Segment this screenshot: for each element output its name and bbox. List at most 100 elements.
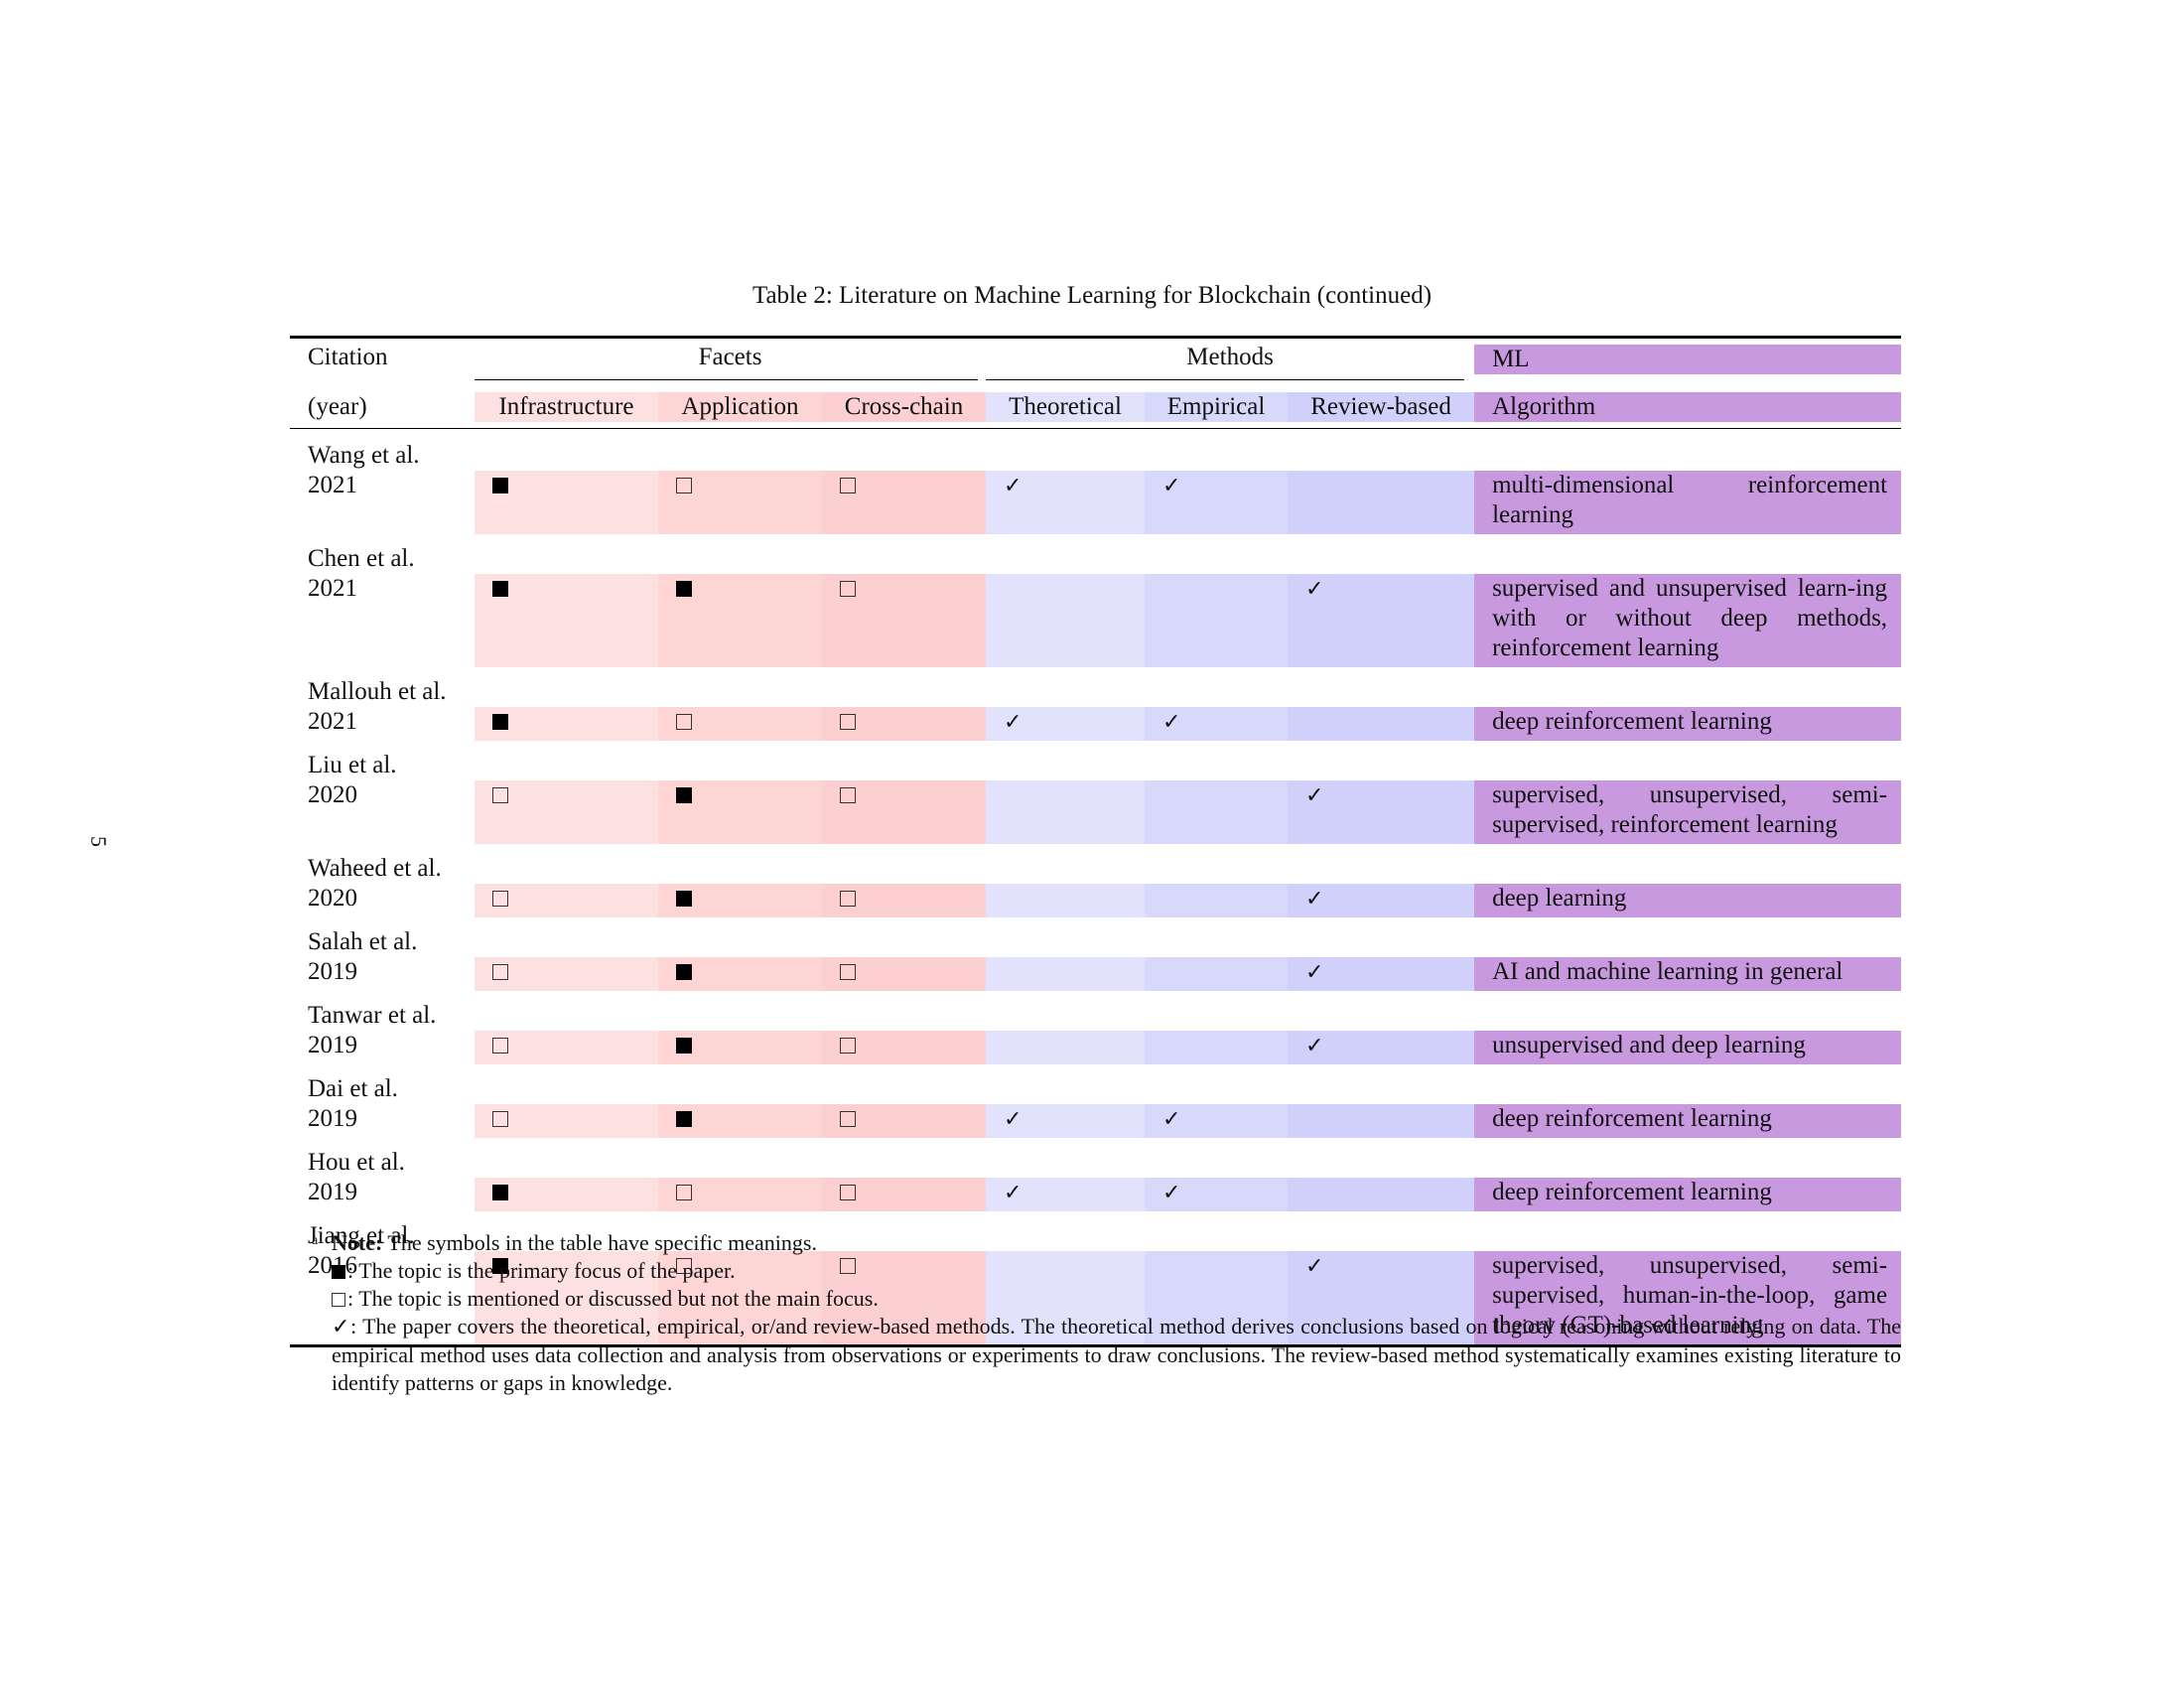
- citation-author: Hou et al.: [308, 1149, 405, 1176]
- cross-chain-cell: [822, 707, 987, 741]
- infrastructure-cell: [475, 1251, 658, 1346]
- header-row-1: Citation Facets Methods ML: [290, 337, 1902, 381]
- ml-header-cell: ML: [1474, 338, 1902, 381]
- citation-name-row: Wang et al.: [290, 431, 1901, 471]
- table-row: 2016✓supervised, unsupervised, semi-supe…: [290, 1251, 1902, 1346]
- filled-square-icon: [676, 581, 692, 597]
- citation-name-row: Tanwar et al.: [290, 991, 1901, 1031]
- table-row: 2019 ✓ AI and machine learning in general: [290, 957, 1902, 991]
- filled-square-icon: [492, 714, 508, 730]
- note-check-text: : The paper covers the theoretical, empi…: [332, 1314, 1901, 1395]
- infrastructure-cell: [475, 780, 658, 844]
- table-row: 2019 ✓ unsupervised and deep learning: [290, 1031, 1902, 1064]
- note-check: ✓: The paper covers the theoretical, emp…: [308, 1313, 1901, 1397]
- citation-author: Jiang et al.: [308, 1222, 415, 1249]
- theoretical-cell: [986, 574, 1146, 667]
- review-based-cell: ✓: [1288, 884, 1475, 917]
- table-row: 2021 ✓ supervised and unsupervised learn-i…: [290, 574, 1902, 667]
- application-cell: [658, 707, 822, 741]
- ml-header: ML: [1474, 345, 1902, 374]
- empty-square-icon: [492, 787, 508, 803]
- algorithm-cell: supervised and unsupervised learn-ing wi…: [1474, 574, 1902, 667]
- empty-square-icon: [676, 1258, 692, 1274]
- review-based-header-cell: Review-based: [1288, 380, 1475, 429]
- facets-rule: [475, 379, 979, 380]
- infrastructure-cell: [475, 471, 658, 534]
- infrastructure-cell: [475, 1178, 658, 1211]
- theoretical-header: Theoretical: [986, 392, 1146, 422]
- algorithm-cell: deep reinforcement learning: [1474, 707, 1902, 741]
- checkmark-icon: ✓: [1162, 1181, 1181, 1205]
- empty-square-icon: [840, 714, 856, 730]
- empirical-header-cell: Empirical: [1145, 380, 1289, 429]
- review-based-cell: [1288, 1104, 1475, 1138]
- algorithm-header: Algorithm: [1474, 392, 1902, 422]
- checkmark-icon: ✓: [1004, 1107, 1023, 1132]
- header-row-2: (year) Infrastructure Application Cross-…: [290, 380, 1902, 429]
- citation-author: Chen et al.: [308, 545, 415, 572]
- cross-chain-header: Cross-chain: [822, 392, 987, 422]
- infrastructure-cell: [475, 884, 658, 917]
- empty-square-icon: [840, 891, 856, 907]
- cross-chain-cell: [822, 1178, 987, 1211]
- table-caption: Table 2: Literature on Machine Learning …: [751, 282, 1433, 309]
- checkmark-icon: ✓: [1004, 710, 1023, 735]
- empirical-cell: [1145, 1031, 1289, 1064]
- empty-square-icon: [840, 787, 856, 803]
- filled-square-icon: [676, 891, 692, 907]
- checkmark-icon: ✓: [1004, 1181, 1023, 1205]
- header-rule-row: [290, 428, 1902, 432]
- algorithm-cell: supervised, unsupervised, semi-supervise…: [1474, 780, 1902, 844]
- citation-year: 2021: [308, 708, 357, 735]
- methods-rule: [986, 379, 1465, 380]
- methods-header-label: Methods: [1186, 344, 1274, 370]
- table-row: 2021 ✓ ✓ deep reinforcement learning: [290, 707, 1902, 741]
- citation-year: 2020: [308, 885, 357, 912]
- checkmark-icon: ✓: [1305, 1034, 1324, 1058]
- filled-square-icon: [492, 581, 508, 597]
- application-cell: [658, 574, 822, 667]
- theoretical-cell: [986, 780, 1146, 844]
- checkmark-icon: ✓: [1305, 960, 1324, 985]
- cross-chain-header-cell: Cross-chain: [822, 380, 987, 429]
- empirical-cell: [1145, 957, 1289, 991]
- review-based-cell: [1288, 471, 1475, 534]
- note-title: Note:: [332, 1230, 383, 1255]
- algorithm-header-cell: Algorithm: [1474, 380, 1902, 429]
- facets-header-label: Facets: [698, 344, 762, 370]
- application-cell: [658, 1251, 822, 1346]
- empty-square-icon: [492, 964, 508, 980]
- table-notes: a Note: The symbols in the table have sp…: [308, 1229, 1901, 1397]
- empirical-cell: [1145, 780, 1289, 844]
- page-number: 5: [86, 836, 111, 847]
- note-filled: : The topic is the primary focus of the …: [308, 1257, 1901, 1285]
- citation-name-row: Mallouh et al.: [290, 667, 1901, 707]
- checkmark-icon: ✓: [1162, 474, 1181, 498]
- infrastructure-cell: [475, 574, 658, 667]
- empirical-cell: ✓: [1145, 707, 1289, 741]
- theoretical-cell: [986, 1251, 1146, 1346]
- checkmark-icon: ✓: [1004, 474, 1023, 498]
- filled-square-icon: [492, 1185, 508, 1200]
- cross-chain-cell: [822, 471, 987, 534]
- algorithm-cell: supervised, unsupervised, semi-supervise…: [1474, 1251, 1902, 1346]
- checkmark-icon: ✓: [1162, 1107, 1181, 1132]
- cross-chain-cell: [822, 957, 987, 991]
- citation-author: Tanwar et al.: [308, 1002, 437, 1029]
- citation-year: 2019: [308, 1032, 357, 1058]
- cross-chain-cell: [822, 884, 987, 917]
- note-empty: : The topic is mentioned or discussed bu…: [308, 1285, 1901, 1313]
- citation-name-row: Hou et al.: [290, 1138, 1901, 1178]
- algorithm-cell: AI and machine learning in general: [1474, 957, 1902, 991]
- infrastructure-cell: [475, 957, 658, 991]
- application-header: Application: [658, 392, 822, 422]
- empty-square-icon: [840, 1038, 856, 1054]
- checkmark-icon: ✓: [1305, 887, 1324, 912]
- citation-author: Liu et al.: [308, 752, 397, 778]
- checkmark-icon: ✓: [332, 1315, 351, 1339]
- empty-square-icon: [840, 1111, 856, 1127]
- empty-square-icon: [492, 891, 508, 907]
- empty-square-icon: [676, 478, 692, 493]
- table-row: 2021 ✓ ✓ multi-dimensional reinforcement le…: [290, 471, 1902, 534]
- empirical-cell: ✓: [1145, 471, 1289, 534]
